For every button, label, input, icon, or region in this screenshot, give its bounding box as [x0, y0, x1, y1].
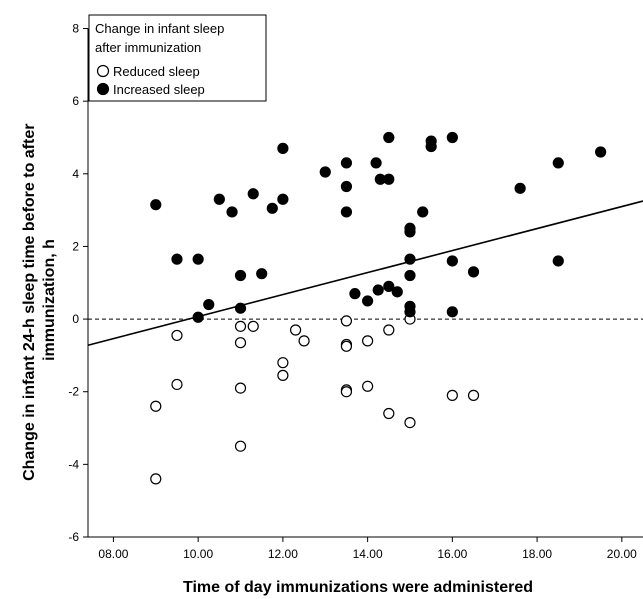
increased-sleep-point: [514, 182, 526, 194]
reduced-sleep-point: [340, 386, 353, 398]
increased-sleep-point: [319, 166, 331, 178]
x-tick-label: 14.00: [353, 547, 383, 561]
increased-sleep-point: [247, 188, 259, 200]
x-tick-label: 18.00: [522, 547, 552, 561]
increased-sleep-point: [446, 255, 458, 267]
increased-sleep-point: [192, 253, 204, 265]
increased-sleep-point: [256, 268, 268, 280]
increased-sleep-point: [277, 142, 289, 154]
y-axis-title: Change in infant 24-h sleep time before …: [21, 119, 58, 481]
reduced-sleep-point: [383, 407, 395, 420]
increased-sleep-point: [404, 226, 416, 238]
increased-sleep-point: [266, 202, 278, 214]
reduced-sleep-point: [234, 440, 247, 452]
legend-box: [88, 14, 267, 102]
increased-sleep-point: [370, 157, 382, 169]
increased-sleep-point: [383, 173, 395, 185]
legend-title-line-2: after immunization: [95, 40, 201, 55]
increased-sleep-point: [213, 193, 225, 205]
reduced-sleep-point: [362, 380, 374, 392]
reduced-sleep-point: [150, 400, 162, 412]
increased-sleep-point: [467, 266, 480, 278]
increased-sleep-point: [383, 131, 395, 144]
legend: Change in infant sleep after immunizatio…: [88, 14, 267, 102]
reduced-sleep-point: [289, 324, 302, 336]
increased-sleep-point: [595, 146, 607, 158]
y-tick-label: 8: [72, 22, 79, 36]
increased-sleep-point: [404, 253, 416, 265]
y-tick-label: 6: [72, 94, 79, 108]
x-axis-ticks: 08.00 10.00 12.00 14.00 16.00 18.00 20.00: [98, 537, 637, 561]
increased-sleep-point: [446, 131, 458, 144]
legend-entry-increased: Increased sleep: [113, 82, 205, 97]
increased-sleep-point: [383, 280, 395, 292]
reduced-sleep-point: [150, 473, 162, 485]
reduced-sleep-point: [234, 382, 247, 394]
legend-title-line-1: Change in infant sleep: [95, 21, 224, 36]
increased-sleep-point: [340, 180, 353, 193]
y-axis-ticks: -6 -4 -2 0 2 4 6 8: [68, 22, 88, 544]
increased-sleep-point: [417, 206, 429, 218]
increased-sleep-point: [234, 302, 247, 314]
plot-area: 08.00 10.00 12.00 14.00 16.00 18.00 20.00 -6 -4…: [68, 22, 643, 561]
x-tick-label: 16.00: [437, 547, 467, 561]
increased-sleep-point: [372, 284, 384, 296]
increased-sleep-point: [404, 306, 416, 318]
increased-sleep-point: [446, 306, 458, 318]
reduced-sleep-point: [383, 324, 395, 336]
increased-sleep-point: [340, 157, 353, 169]
data-points: [150, 131, 607, 485]
reduced-sleep-point: [340, 340, 353, 352]
increased-sleep-point: [349, 288, 361, 300]
y-axis-title-line-1: Change in infant 24-h sleep time before …: [21, 124, 38, 481]
increased-sleep-point: [340, 206, 353, 218]
increased-sleep-point: [234, 269, 247, 282]
reduced-sleep-point: [171, 378, 183, 391]
y-tick-label: -2: [68, 385, 79, 399]
increased-sleep-point: [425, 140, 437, 153]
legend-filled-circle-icon: [96, 82, 110, 96]
x-tick-label: 10.00: [183, 547, 213, 561]
increased-sleep-point: [404, 269, 416, 282]
y-tick-label: -6: [68, 530, 79, 544]
increased-sleep-point: [203, 298, 215, 311]
reduced-sleep-point: [467, 389, 480, 401]
y-tick-label: 2: [72, 239, 79, 253]
legend-entry-reduced: Reduced sleep: [113, 64, 200, 79]
y-axis-title-line-2: immunization, h: [41, 239, 58, 361]
reduced-sleep-point: [446, 389, 458, 401]
x-tick-label: 12.00: [268, 547, 298, 561]
increased-sleep-point: [226, 206, 238, 218]
regression-line: [87, 200, 643, 347]
increased-sleep-point: [277, 193, 289, 205]
reduced-sleep-point: [362, 335, 374, 347]
reduced-sleep-point: [277, 369, 289, 381]
x-tick-label: 20.00: [607, 547, 637, 561]
reduced-sleep-point: [234, 337, 247, 349]
increased-sleep-point: [171, 253, 183, 265]
increased-sleep-point: [362, 295, 374, 307]
legend-open-circle-icon: [96, 64, 110, 78]
reduced-sleep-point: [171, 329, 183, 342]
reduced-sleep-point: [247, 320, 259, 332]
reduced-sleep-point: [340, 315, 353, 327]
reduced-sleep-point: [277, 357, 289, 369]
increased-sleep-point: [391, 286, 403, 298]
reduced-sleep-point: [298, 335, 310, 347]
increased-sleep-point: [192, 311, 204, 323]
x-tick-label: 08.00: [98, 547, 128, 561]
increased-sleep-point: [150, 199, 162, 211]
reduced-sleep-point: [234, 320, 247, 332]
increased-sleep-point: [552, 255, 564, 267]
y-tick-label: 0: [72, 312, 79, 326]
x-axis-title: Time of day immunizations were administe…: [183, 579, 533, 596]
reduced-sleep-point: [404, 416, 416, 429]
y-tick-label: -4: [68, 457, 79, 471]
y-tick-label: 4: [72, 167, 79, 181]
increased-sleep-point: [552, 157, 564, 169]
